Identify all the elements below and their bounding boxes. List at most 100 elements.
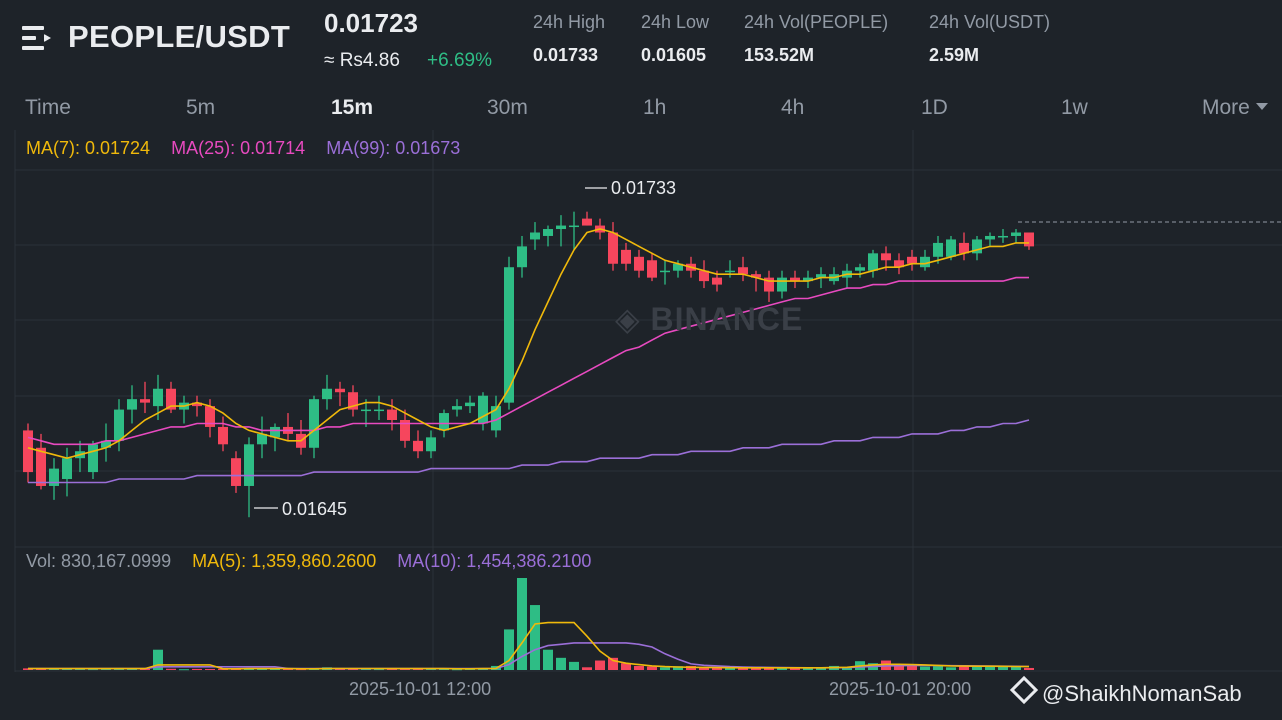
volume-bar [621,663,631,670]
volume-bar [673,666,683,670]
volume-bar [153,649,163,670]
legend-vol: Vol: 830,167.0999 [26,551,172,571]
volume-bar [816,668,826,670]
candle-body [712,277,722,285]
candle-body [439,413,449,431]
candle-body [660,270,670,273]
volume-bar [998,666,1008,670]
volume-bar [972,666,982,670]
tab-4h[interactable]: 4h [781,96,805,119]
candle-body [647,260,657,278]
volume-bar [517,578,527,670]
ma-lines [27,228,1030,484]
volume-bar [1024,667,1034,670]
stat-value: 2.59M [929,45,980,65]
volume-bar [1011,666,1021,670]
volume-bar [452,669,462,671]
ma-legend: MA(7): 0.01724 MA(25): 0.01714 MA(99): 0… [26,138,476,159]
volume-bar [803,667,813,670]
ticker-header: PEOPLE/USDT 0.01723 ≈ Rs4.86 +6.69% 24h … [0,0,1282,90]
candle-body [244,444,254,486]
candle-body [673,263,683,271]
volume-bar [842,667,852,670]
candle-body [478,395,488,424]
vol-ma5-line [28,621,1030,670]
volume-bar [569,661,579,670]
pair-title[interactable]: PEOPLE/USDT [68,19,291,54]
tab-5m[interactable]: 5m [186,96,216,119]
volume-bar [361,668,371,670]
volume-bar [166,668,176,670]
candle-body [127,399,137,410]
tab-1w[interactable]: 1w [1061,96,1088,119]
candle-body [335,388,345,393]
volume-bar [88,669,98,671]
ma99-line [28,419,1030,484]
volume-bar [933,666,943,670]
candle-body [569,225,579,228]
candle-body [140,399,150,403]
candle-body [894,260,904,268]
watermark-text: BINANCE [650,301,804,337]
volume-bar [36,668,46,670]
tab-1d[interactable]: 1D [921,96,948,119]
stat-label: 24h Low [641,12,710,32]
candle-body [1024,232,1034,247]
candle-body [959,242,969,254]
candle-body [582,218,592,226]
tab-1h[interactable]: 1h [643,96,667,119]
volume-bar [439,668,449,670]
volume-bar [894,664,904,670]
candle-body [153,388,163,407]
tab-more[interactable]: More [1202,96,1268,120]
candle-body [101,440,111,448]
tab-more-label: More [1202,96,1250,119]
volume-bar [556,657,566,670]
price-change-percent: +6.69% [427,50,492,71]
candle-body [348,392,358,410]
low-annotation: 0.01645 [282,499,347,519]
volume-ma-lines [28,621,1030,670]
candle-body [998,235,1008,238]
candle-body [517,246,527,268]
stat-24h-vol-base: 24h Vol(PEOPLE) 153.52M [744,12,888,66]
volume-bar [959,665,969,670]
candle-body [192,402,202,407]
candle-body [543,229,553,236]
legend-ma25: MA(25): 0.01714 [171,138,306,158]
volume-bar [790,667,800,670]
volume-bar [205,668,215,670]
volume-bar [543,649,553,670]
candle-body [452,406,462,410]
candle-body [920,256,930,268]
menu-icon[interactable] [22,26,52,50]
stat-label: 24h Vol(PEOPLE) [744,12,889,32]
volume-bar [634,665,644,670]
candle-body [166,388,176,410]
high-annotation: 0.01733 [611,178,676,198]
vol-ma10-line [28,642,1030,670]
tab-time[interactable]: Time [25,96,71,119]
legend-vol-ma5: MA(5): 1,359,860.2600 [192,551,377,571]
candle-body [374,409,384,412]
volume-bar [374,669,384,671]
volume-bar [608,657,618,670]
interval-tabs: Time 5m 15m 30m 1h 4h 1D 1w More [0,92,1282,126]
volume-bar [985,665,995,670]
time-axis-label: 2025-10-01 20:00 [829,679,972,699]
candle-body [972,239,982,254]
candle-body [621,249,631,264]
candle-body [1011,232,1021,236]
candle-body [231,458,241,486]
volume-bar [699,667,709,670]
tab-15m[interactable]: 15m [331,96,374,119]
stat-value: 0.01733 [533,45,599,65]
volume-bar [582,667,592,670]
volume-bar [738,668,748,670]
tab-30m[interactable]: 30m [487,96,528,119]
volume-bars [23,578,1034,671]
volume-bar [179,669,189,671]
credit-text: @ShaikhNomanSab [1042,681,1242,706]
candle-body [777,277,787,292]
